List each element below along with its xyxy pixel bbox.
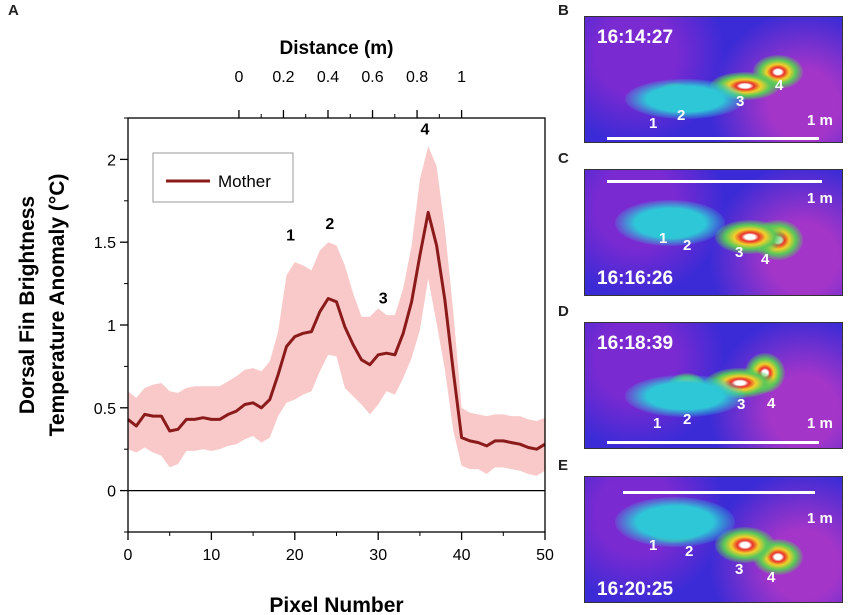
thermal-image-e: 16:20:25 1 m 1 2 3 4	[584, 476, 843, 603]
panel-letter-e: E	[558, 457, 569, 474]
timestamp: 16:16:26	[597, 268, 674, 289]
y-tick-label: 2	[107, 152, 116, 169]
x-tick-label: 0	[124, 547, 133, 564]
spot-label-2: 2	[683, 237, 692, 254]
x2-axis-label: Distance (m)	[279, 38, 393, 59]
spot-label-3: 3	[735, 561, 744, 578]
thermal-image-b: 16:14:27 1 m 1 2 3 4	[584, 16, 843, 143]
y-axis-label-line: Dorsal Fin Brightness	[16, 196, 39, 414]
peak-annotation: 2	[325, 216, 334, 233]
x2-tick-label: 0.8	[406, 69, 428, 86]
x2-tick-label: 1	[457, 69, 466, 86]
legend-box	[152, 152, 294, 203]
confidence-band-layer	[128, 146, 545, 476]
panel-letter-a: A	[8, 2, 19, 19]
series-line-mother	[127, 210, 546, 451]
spot-label-3: 3	[737, 396, 746, 413]
scale-label: 1 m	[807, 112, 833, 129]
spot-label-2: 2	[683, 411, 692, 428]
scale-label: 1 m	[807, 190, 833, 207]
legend: Mother	[152, 152, 294, 203]
thermal-blob	[615, 200, 725, 246]
spot-label-3: 3	[736, 93, 745, 110]
scale-label: 1 m	[807, 510, 833, 527]
y-tick-label: 1	[107, 318, 116, 335]
spot-label-1: 1	[649, 115, 658, 132]
scale-bar	[623, 491, 815, 494]
thermal-blob	[625, 375, 745, 417]
scale-bar	[607, 137, 819, 140]
spot-label-4: 4	[767, 569, 776, 586]
x-tick-label: 30	[369, 547, 387, 564]
timestamp: 16:14:27	[597, 27, 674, 48]
x-tick-label: 20	[286, 547, 304, 564]
x2-tick-label: 0.2	[272, 69, 294, 86]
panel-letter-d: D	[558, 303, 569, 320]
x2-tick-label: 0	[234, 69, 243, 86]
timestamp: 16:18:39	[597, 333, 674, 354]
spot-label-3: 3	[735, 244, 744, 261]
spot-label-1: 1	[653, 415, 662, 432]
x2-tick-label: 0.6	[361, 69, 383, 86]
peak-annotation: 1	[286, 228, 295, 245]
axes-layer	[120, 110, 546, 540]
y-tick-label: 1.5	[94, 235, 116, 252]
spot-label-4: 4	[761, 251, 770, 268]
thermal-blob	[625, 79, 745, 119]
thermal-blob	[615, 497, 735, 547]
spot-label-4: 4	[767, 395, 776, 412]
x-tick-label: 10	[203, 547, 221, 564]
spot-label-2: 2	[685, 543, 694, 560]
x2-tick-label: 0.4	[317, 69, 339, 86]
thermal-image-c: 16:16:26 1 m 1 2 3 4	[584, 169, 843, 296]
spot-label-4: 4	[775, 77, 784, 94]
series-line-layer	[127, 210, 546, 451]
spot-label-1: 1	[659, 230, 668, 247]
panel-letter-c: C	[558, 150, 569, 167]
timestamp: 16:20:25	[597, 579, 674, 600]
scale-bar	[607, 180, 822, 183]
y-tick-label: 0.5	[94, 401, 116, 418]
legend-label: Mother	[218, 172, 271, 191]
x-tick-label: 50	[536, 547, 554, 564]
spot-label-1: 1	[649, 537, 658, 554]
peak-annotation: 4	[420, 122, 429, 139]
scale-label: 1 m	[807, 415, 833, 432]
x-axis-label: Pixel Number	[269, 594, 403, 615]
thermal-image-d: 16:18:39 1 m 1 2 3 4	[584, 322, 843, 449]
scale-bar	[607, 441, 819, 444]
spot-label-2: 2	[677, 107, 686, 124]
peak-annotation: 3	[379, 290, 388, 307]
panel-letter-b: B	[558, 2, 569, 19]
confidence-band	[128, 146, 545, 476]
y-tick-label: 0	[107, 484, 116, 501]
y-axis-label-line: Temperature Anomaly (°C)	[46, 174, 69, 437]
x-tick-label: 40	[453, 547, 471, 564]
thermal-blob	[715, 220, 785, 254]
